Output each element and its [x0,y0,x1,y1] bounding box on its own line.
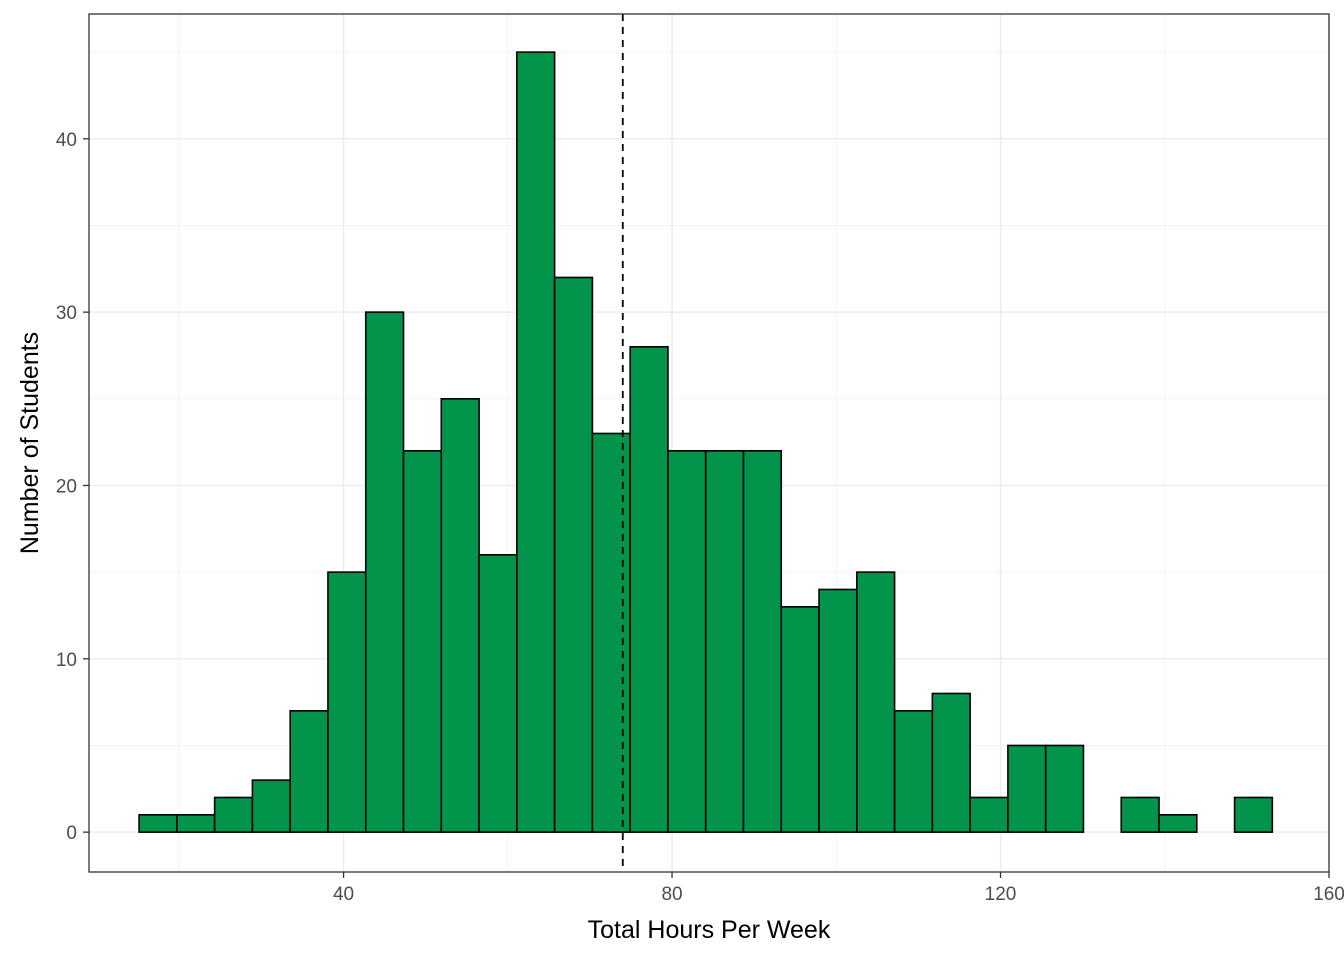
histogram-bar [402,449,443,833]
histogram-bar [289,709,329,833]
histogram-bar [893,709,934,833]
histogram-bar [138,813,178,833]
histogram-bar [931,692,971,833]
x-tick-label: 40 [333,884,354,905]
x-tick-label: 160 [1313,884,1344,905]
histogram-bar [780,605,820,833]
histogram-bar [1120,796,1160,833]
panel-border [88,13,1330,873]
y-tick-label: 10 [56,650,77,671]
histogram-bar [364,311,405,833]
histogram-bar [251,779,291,833]
histogram-bar [818,588,858,833]
histogram-bar [629,345,669,833]
histogram-bar [742,449,783,833]
y-tick-label: 0 [66,823,77,844]
histogram-bar [856,571,896,833]
histogram-bar [704,449,745,833]
histogram-bar [969,796,1009,833]
histogram-bar [327,571,367,833]
histogram-bar [516,51,556,833]
histogram-bar [440,397,480,833]
x-tick-label: 120 [985,884,1017,905]
histogram-bar [667,449,707,833]
histogram-bars [138,51,1274,833]
histogram-bar [478,553,518,833]
histogram-bar [1044,744,1085,833]
histogram-bar [553,276,594,833]
y-tick-label: 20 [56,476,77,497]
histogram-bar [213,796,254,833]
y-tick-label: 40 [56,130,77,151]
histogram-bar [1158,813,1198,833]
x-axis-ticks: 40 80 120 160 [333,872,1344,905]
y-axis-ticks: 0 10 20 30 40 [56,130,89,844]
x-tick-label: 80 [661,884,682,905]
y-axis-title: Number of Students [16,332,44,554]
histogram-bar [1007,744,1047,833]
y-tick-label: 30 [56,303,77,324]
histogram-bar [176,813,216,833]
histogram-bar [1233,796,1274,833]
histogram-bar [591,432,631,833]
x-axis-title: Total Hours Per Week [588,916,831,944]
